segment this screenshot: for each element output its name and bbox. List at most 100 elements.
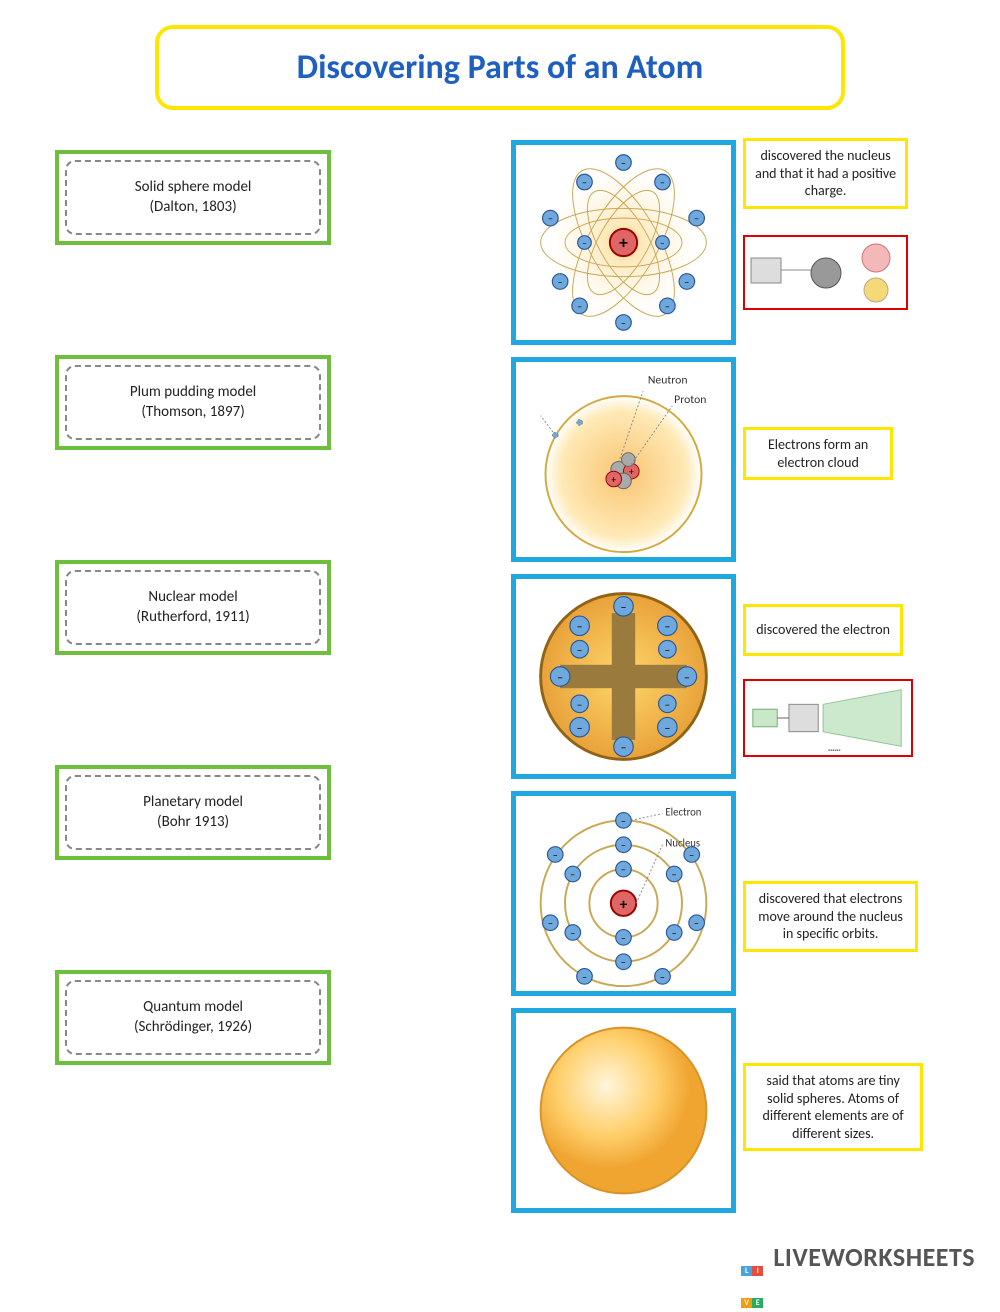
svg-text:−: − [685,276,690,288]
model-box-schrodinger[interactable]: Quantum model (Schrödinger, 1926) [55,970,331,1065]
models-column: Solid sphere model (Dalton, 1803) Plum p… [55,150,331,1213]
plum-svg: − − − − − − − − − − − − [526,579,721,774]
model-scientist: (Thomson, 1897) [141,403,244,423]
svg-text:−: − [582,239,586,249]
desc-box-5[interactable]: said that atoms are tiny solid spheres. … [743,1063,923,1151]
model-name: Nuclear model [148,588,237,608]
svg-text:−: − [558,276,563,288]
model-scientist: (Bohr 1913) [157,813,229,833]
model-box-rutherford[interactable]: Nuclear model (Rutherford, 1911) [55,560,331,655]
experiment-thumbnail-2: ▪▪▪▪▪▪ [743,679,913,757]
desc-text: discovered the nucleus and that it had a… [755,147,896,199]
svg-text:−: − [665,699,670,712]
svg-text:+: + [619,231,628,253]
model-name: Solid sphere model [135,178,252,198]
atom-image-orbits[interactable]: + − − − − − − − − − − − − [511,140,736,345]
model-name: Planetary model [143,793,243,813]
svg-text:−: − [684,671,690,685]
desc-text: discovered the electron [756,621,890,638]
svg-text:−: − [694,918,699,930]
svg-text:−: − [548,213,553,225]
main-columns: Solid sphere model (Dalton, 1803) Plum p… [40,140,960,1213]
model-scientist: (Dalton, 1803) [149,198,236,218]
svg-text:−: − [621,317,626,329]
svg-text:−: − [577,699,582,712]
model-inner: Planetary model (Bohr 1913) [65,775,321,850]
model-box-thomson[interactable]: Plum pudding model (Thomson, 1897) [55,355,331,450]
svg-text:−: − [672,927,677,939]
svg-text:−: − [621,157,626,169]
model-name: Quantum model [143,998,243,1018]
svg-text:+: + [620,895,628,914]
svg-text:−: − [621,742,627,756]
model-inner: Solid sphere model (Dalton, 1803) [65,160,321,235]
svg-text:−: − [570,869,575,881]
svg-text:−: − [665,621,671,635]
svg-text:−: − [660,971,665,983]
orbits-svg: + − − − − − − − − − − − − [526,145,721,340]
svg-text:+: + [611,474,616,486]
desc-box-4[interactable]: discovered that electrons move around th… [743,881,918,952]
nucleus-label: Nucleus [666,837,701,850]
image-row-5: said that atoms are tiny solid spheres. … [511,1008,945,1213]
atom-image-bohr[interactable]: + − − − − − − − − − − − − − [511,791,736,996]
desc-box-1[interactable]: discovered the nucleus and that it had a… [743,138,908,209]
title-box: Discovering Parts of an Atom [155,25,845,110]
model-inner: Quantum model (Schrödinger, 1926) [65,980,321,1055]
bohr-svg: + − − − − − − − − − − − − − [526,796,721,991]
watermark: LI VE LIVEWORKSHEETS [741,1241,975,1273]
svg-text:−: − [577,301,582,313]
svg-text:▪▪▪▪▪▪: ▪▪▪▪▪▪ [828,746,840,754]
desc-text: discovered that electrons move around th… [758,890,903,942]
svg-text:−: − [570,927,575,939]
svg-text:−: − [665,722,671,736]
svg-text:−: − [621,815,626,827]
desc-text: said that atoms are tiny solid spheres. … [763,1072,904,1142]
desc-box-2[interactable]: Electrons form an electron cloud [743,427,893,480]
svg-text:−: − [689,849,694,861]
svg-text:−: − [577,621,583,635]
image-row-1: + − − − − − − − − − − − − [511,140,945,345]
image-row-4: + − − − − − − − − − − − − − [511,791,945,996]
desc-box-3[interactable]: discovered the electron [743,604,903,656]
atom-image-solid-sphere[interactable] [511,1008,736,1213]
page-title: Discovering Parts of an Atom [199,47,801,88]
svg-text:−: − [582,971,587,983]
svg-text:−: − [665,644,670,657]
svg-text:−: − [548,918,553,930]
images-column: + − − − − − − − − − − − − [511,140,945,1213]
logo-icon: LI VE [741,1248,769,1272]
svg-text:−: − [553,849,558,861]
svg-text:−: − [672,869,677,881]
svg-text:−: − [665,301,670,313]
svg-text:−: − [621,840,626,852]
svg-text:−: − [660,239,664,249]
model-scientist: (Rutherford, 1911) [136,608,249,628]
model-inner: Nuclear model (Rutherford, 1911) [65,570,321,645]
experiment-thumbnail-1 [743,235,908,310]
neutron-label: Neutron [648,373,688,387]
svg-text:−: − [621,957,626,969]
svg-text:−: − [577,644,582,657]
watermark-text: LIVEWORKSHEETS [773,1241,975,1273]
electron-label: Electron [666,806,702,819]
svg-text:−: − [621,932,626,944]
model-name: Plum pudding model [130,383,256,403]
model-box-dalton[interactable]: Solid sphere model (Dalton, 1803) [55,150,331,245]
svg-text:−: − [694,213,699,225]
desc-text: Electrons form an electron cloud [768,436,868,471]
svg-text:−: − [582,177,587,189]
sphere-svg [526,1013,721,1208]
svg-text:−: − [577,722,583,736]
image-row-2: + + Neutron Proton [511,357,945,562]
proton-label: Proton [674,393,706,407]
atom-image-plum-pudding[interactable]: − − − − − − − − − − − − [511,574,736,779]
svg-text:−: − [557,671,563,685]
model-box-bohr[interactable]: Planetary model (Bohr 1913) [55,765,331,860]
nucleus-svg: + + Neutron Proton [526,362,721,557]
atom-image-nucleus-cloud[interactable]: + + Neutron Proton [511,357,736,562]
model-scientist: (Schrödinger, 1926) [134,1018,252,1038]
image-row-3: − − − − − − − − − − − − di [511,574,945,779]
svg-text:−: − [660,177,665,189]
svg-text:−: − [621,601,627,615]
